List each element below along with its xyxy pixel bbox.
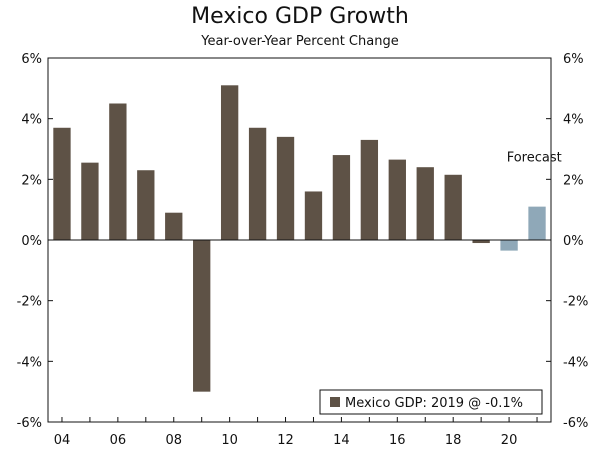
chart-title: Mexico GDP Growth bbox=[191, 4, 409, 29]
y-tick-label-left: -4% bbox=[17, 355, 42, 370]
chart-subtitle: Year-over-Year Percent Change bbox=[201, 34, 399, 49]
forecast-annotation: Forecast bbox=[507, 151, 562, 166]
x-tick-label-04: 04 bbox=[54, 433, 71, 448]
legend-box bbox=[319, 389, 543, 415]
bar-2019 bbox=[472, 240, 490, 244]
legend-swatch bbox=[330, 397, 340, 407]
x-tick-label-10: 10 bbox=[221, 433, 238, 448]
y-tick-label-left: 6% bbox=[21, 52, 42, 67]
bar-2010 bbox=[220, 85, 239, 240]
legend: Mexico GDP: 2019 @ -0.1% bbox=[319, 389, 543, 415]
bar-2004 bbox=[53, 127, 71, 240]
y-tick-label-right: 0% bbox=[563, 234, 584, 249]
bar-2015 bbox=[360, 139, 379, 240]
x-tick-label-20: 20 bbox=[501, 433, 518, 448]
bar-2007 bbox=[137, 170, 155, 240]
legend-label: Mexico GDP: 2019 @ -0.1% bbox=[345, 396, 523, 411]
y-tick-label-left: 2% bbox=[21, 173, 42, 188]
y-tick-label-right: 2% bbox=[563, 173, 584, 188]
x-tick-label-12: 12 bbox=[277, 433, 294, 448]
bar-2006 bbox=[109, 103, 127, 240]
y-tick-label-left: -2% bbox=[17, 295, 42, 310]
x-tick-label-06: 06 bbox=[110, 433, 127, 448]
y-tick-label-right: 6% bbox=[563, 52, 584, 67]
y-tick-label-left: -6% bbox=[17, 416, 42, 431]
y-tick-label-right: -2% bbox=[563, 295, 588, 310]
bar-2011 bbox=[248, 127, 267, 240]
y-tick-label-right: -6% bbox=[563, 416, 588, 431]
forecast-bar-2020 bbox=[500, 240, 518, 251]
bar-2018 bbox=[444, 174, 462, 240]
bar-2014 bbox=[332, 155, 351, 240]
x-tick-label-14: 14 bbox=[333, 433, 350, 448]
x-tick-label-18: 18 bbox=[445, 433, 462, 448]
bar-2008 bbox=[165, 212, 183, 240]
bar-2013 bbox=[304, 191, 323, 240]
bar-2017 bbox=[416, 167, 434, 240]
y-tick-label-right: -4% bbox=[563, 355, 588, 370]
bar-2005 bbox=[81, 162, 99, 240]
forecast-bar-2021 bbox=[528, 206, 546, 240]
x-tick-label-16: 16 bbox=[389, 433, 406, 448]
y-tick-label-left: 4% bbox=[21, 113, 42, 128]
x-tick-label-08: 08 bbox=[165, 433, 182, 448]
bar-2012 bbox=[276, 136, 295, 240]
y-tick-label-right: 4% bbox=[563, 113, 584, 128]
bar-2009 bbox=[193, 240, 211, 392]
bar-2016 bbox=[388, 159, 406, 240]
y-tick-label-left: 0% bbox=[21, 234, 42, 249]
